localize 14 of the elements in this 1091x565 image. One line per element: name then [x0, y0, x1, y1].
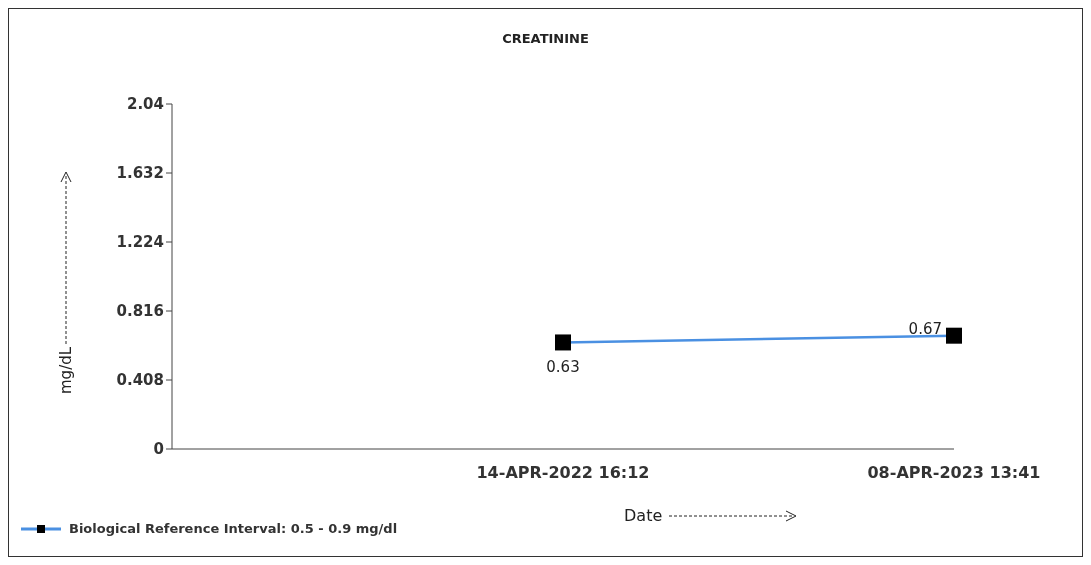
legend-label: Biological Reference Interval: 0.5 - 0.9 mg/dl	[68, 521, 398, 536]
y-tick-label: 1.224	[116, 233, 164, 252]
data-label: 0.67	[908, 319, 942, 338]
y-tick-label: 0.408	[116, 371, 164, 390]
data-label: 0.63	[546, 358, 580, 377]
x-tick-label: 08-APR-2023 13:41	[867, 463, 1041, 483]
y-tick-label: 0	[153, 440, 164, 459]
x-tick-label: 14-APR-2022 16:12	[476, 463, 650, 483]
chart-title: CREATININE	[501, 31, 590, 46]
x-axis-title: Date	[624, 506, 663, 525]
y-tick-label: 0.816	[116, 302, 164, 321]
y-tick-label: 2.04	[126, 95, 164, 114]
y-tick-label: 1.632	[116, 164, 164, 183]
y-axis-title: mg/dL	[57, 346, 75, 394]
